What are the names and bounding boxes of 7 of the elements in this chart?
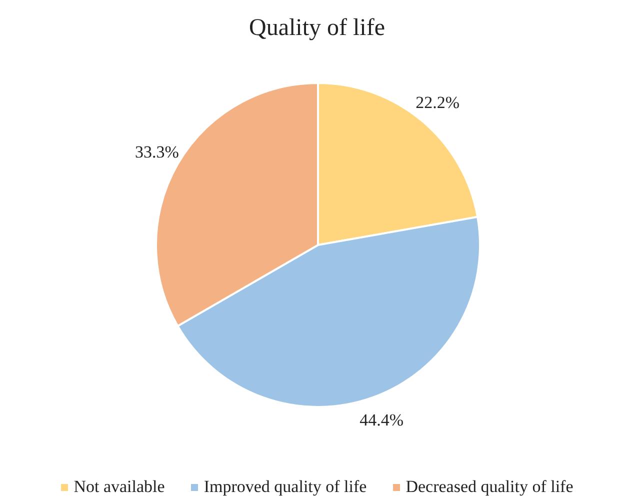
data-label: 44.4%: [360, 410, 404, 430]
chart-title: Quality of life: [248, 14, 386, 43]
legend-label: Not available: [72, 477, 165, 497]
legend-label: Improved quality of life: [202, 477, 367, 497]
data-label: 33.3%: [134, 142, 179, 162]
legend-label: Decreased quality of life: [404, 477, 574, 497]
data-label: 22.2%: [416, 93, 460, 112]
